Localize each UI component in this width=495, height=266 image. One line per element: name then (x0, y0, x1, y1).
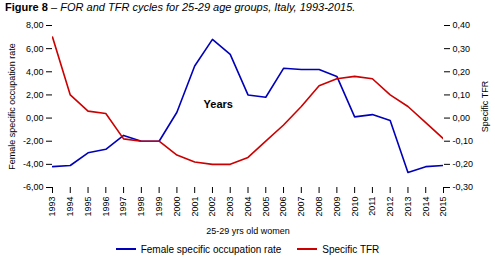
svg-text:25-29 yrs old women: 25-29 yrs old women (206, 226, 290, 236)
svg-text:Years: Years (204, 98, 233, 110)
svg-text:-0,30: -0,30 (453, 182, 474, 192)
svg-text:-4,00: -4,00 (23, 159, 44, 169)
svg-text:1995: 1995 (83, 197, 93, 217)
svg-text:2002: 2002 (207, 197, 217, 217)
svg-text:Specific TFR: Specific TFR (480, 80, 490, 132)
svg-text:Female specific occupation rat: Female specific occupation rate (7, 43, 17, 170)
html-text:Specific TFR: Specific TFR (322, 243, 380, 255)
svg-text:0,40: 0,40 (453, 20, 471, 30)
svg-text:2007: 2007 (296, 197, 306, 217)
svg-text:-0,20: -0,20 (453, 159, 474, 169)
svg-text:0,30: 0,30 (453, 44, 471, 54)
svg-text:1998: 1998 (136, 197, 146, 217)
svg-text:6,00: 6,00 (26, 44, 44, 54)
svg-text:8,00: 8,00 (26, 20, 44, 30)
html-text:Female specific occupation rat: Female specific occupation rate (140, 243, 282, 255)
svg-text:1999: 1999 (154, 197, 164, 217)
svg-text:2015: 2015 (438, 197, 448, 217)
svg-text:2008: 2008 (314, 197, 324, 217)
svg-text:2014: 2014 (421, 197, 431, 217)
svg-text:-6,00: -6,00 (23, 182, 44, 192)
svg-text:-0,10: -0,10 (453, 136, 474, 146)
svg-text:2000: 2000 (172, 197, 182, 217)
svg-text:2010: 2010 (350, 197, 360, 217)
svg-text:1996: 1996 (101, 197, 111, 217)
svg-text:1994: 1994 (65, 197, 75, 217)
svg-text:2,00: 2,00 (26, 90, 44, 100)
svg-text:0,20: 0,20 (453, 67, 471, 77)
svg-text:0,00: 0,00 (453, 113, 471, 123)
svg-text:2006: 2006 (278, 197, 288, 217)
svg-text:2001: 2001 (190, 197, 200, 217)
svg-text:0,10: 0,10 (453, 90, 471, 100)
svg-text:2005: 2005 (261, 197, 271, 217)
svg-text:-2,00: -2,00 (23, 136, 44, 146)
svg-text:2009: 2009 (332, 197, 342, 217)
svg-text:4,00: 4,00 (26, 67, 44, 77)
svg-text:2013: 2013 (403, 197, 413, 217)
svg-text:2012: 2012 (385, 197, 395, 217)
svg-text:1993: 1993 (47, 197, 57, 217)
svg-text:1997: 1997 (118, 197, 128, 217)
html-text:Figure 8 – FOR and TFR cycles: Figure 8 – FOR and TFR cycles for 25-29 … (5, 1, 356, 13)
svg-text:2011: 2011 (367, 197, 377, 216)
svg-text:0,00: 0,00 (26, 113, 44, 123)
svg-text:2004: 2004 (243, 197, 253, 217)
svg-text:2003: 2003 (225, 197, 235, 217)
